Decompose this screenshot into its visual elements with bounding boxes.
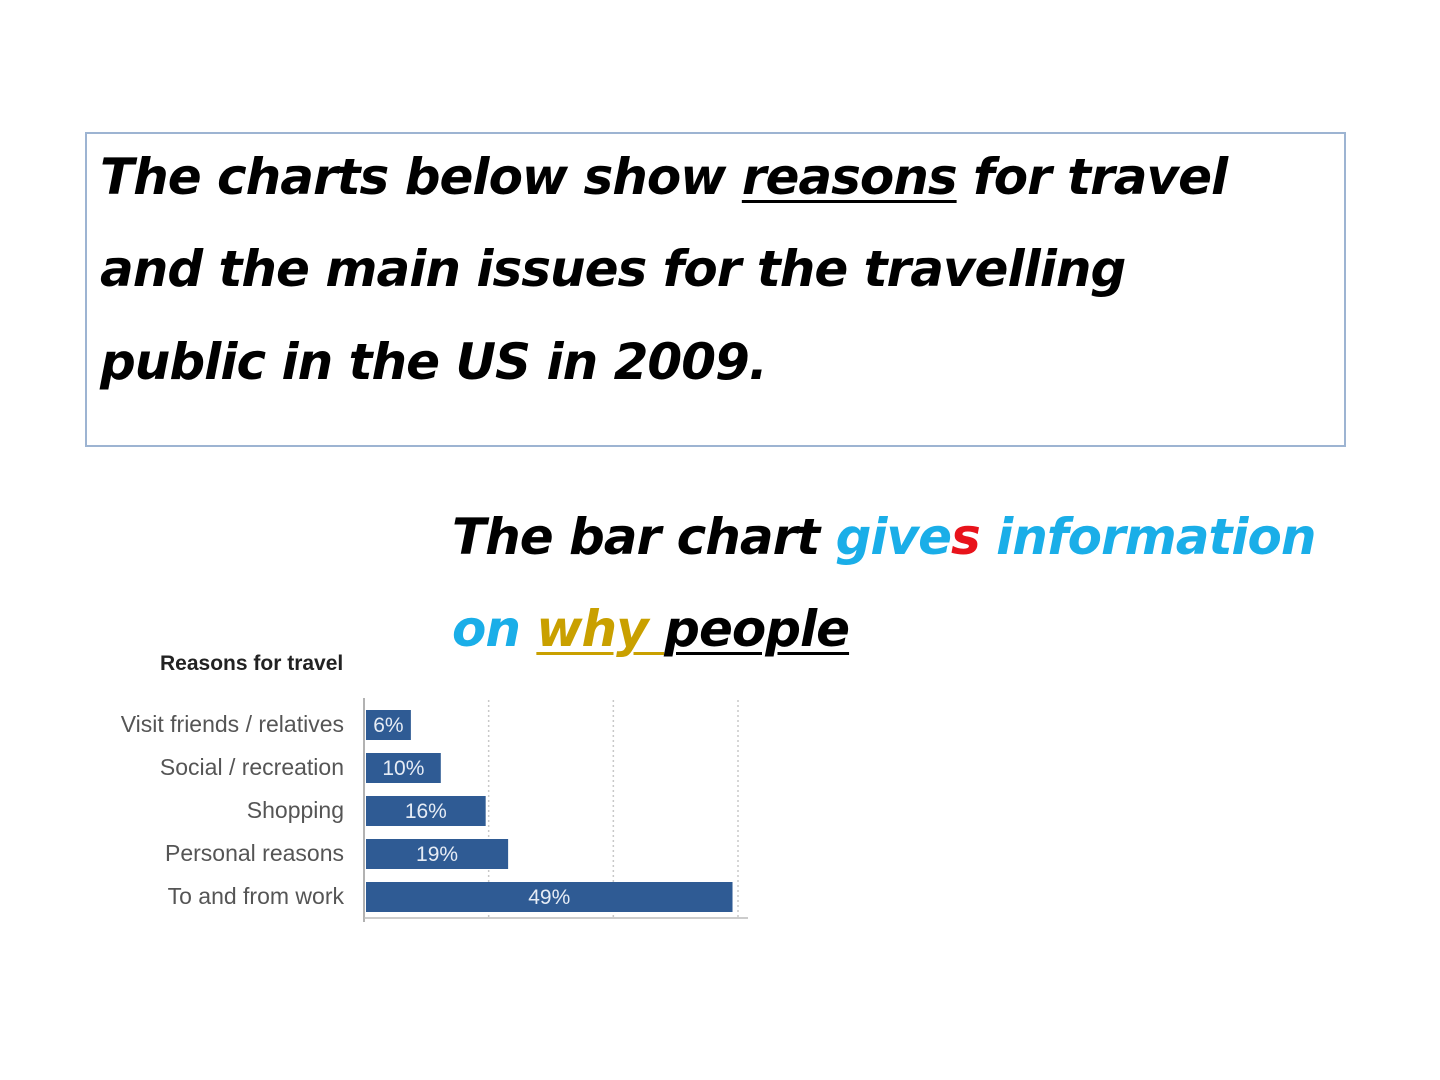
bar	[366, 753, 441, 783]
caption-word-why: why	[536, 600, 665, 658]
bar-value-label: 6%	[373, 714, 403, 737]
task-line-1: The charts below show reasons for travel	[100, 148, 1228, 206]
bar-value-label: 19%	[416, 843, 458, 866]
caption-line-2: on why people	[452, 600, 850, 658]
category-label: Personal reasons	[165, 840, 344, 866]
caption-line-1: The bar chart gives information	[452, 508, 1316, 566]
caption-word-information: information	[979, 508, 1316, 566]
category-label: Visit friends / relatives	[121, 711, 344, 737]
bar-value-label: 49%	[528, 886, 570, 909]
bar	[366, 710, 411, 740]
category-label: To and from work	[168, 883, 345, 909]
category-label: Social / recreation	[160, 754, 344, 780]
caption-letter-s: s	[951, 508, 981, 566]
task-text: The charts below show	[100, 148, 742, 206]
chart-title: Reasons for travel	[160, 652, 343, 675]
caption-word-people: people	[664, 600, 850, 658]
bar-value-label: 16%	[405, 800, 447, 823]
bar	[366, 839, 509, 869]
bar-value-label: 10%	[382, 757, 424, 780]
task-line-2: and the main issues for the travelling	[100, 240, 1126, 298]
bar	[366, 796, 486, 826]
category-label: Shopping	[247, 797, 344, 823]
bar	[366, 882, 733, 912]
reasons-bar-chart: Reasons for travel Visit friends / relat…	[121, 652, 748, 922]
task-box	[85, 132, 1346, 447]
caption-word-on: on	[452, 600, 537, 658]
task-text: for travel	[956, 148, 1228, 206]
task-keyword-reasons: reasons	[741, 148, 958, 206]
task-line-3: public in the US in 2009.	[100, 333, 768, 391]
caption-word-give: give	[835, 508, 952, 566]
caption-text: The bar chart	[452, 508, 836, 566]
